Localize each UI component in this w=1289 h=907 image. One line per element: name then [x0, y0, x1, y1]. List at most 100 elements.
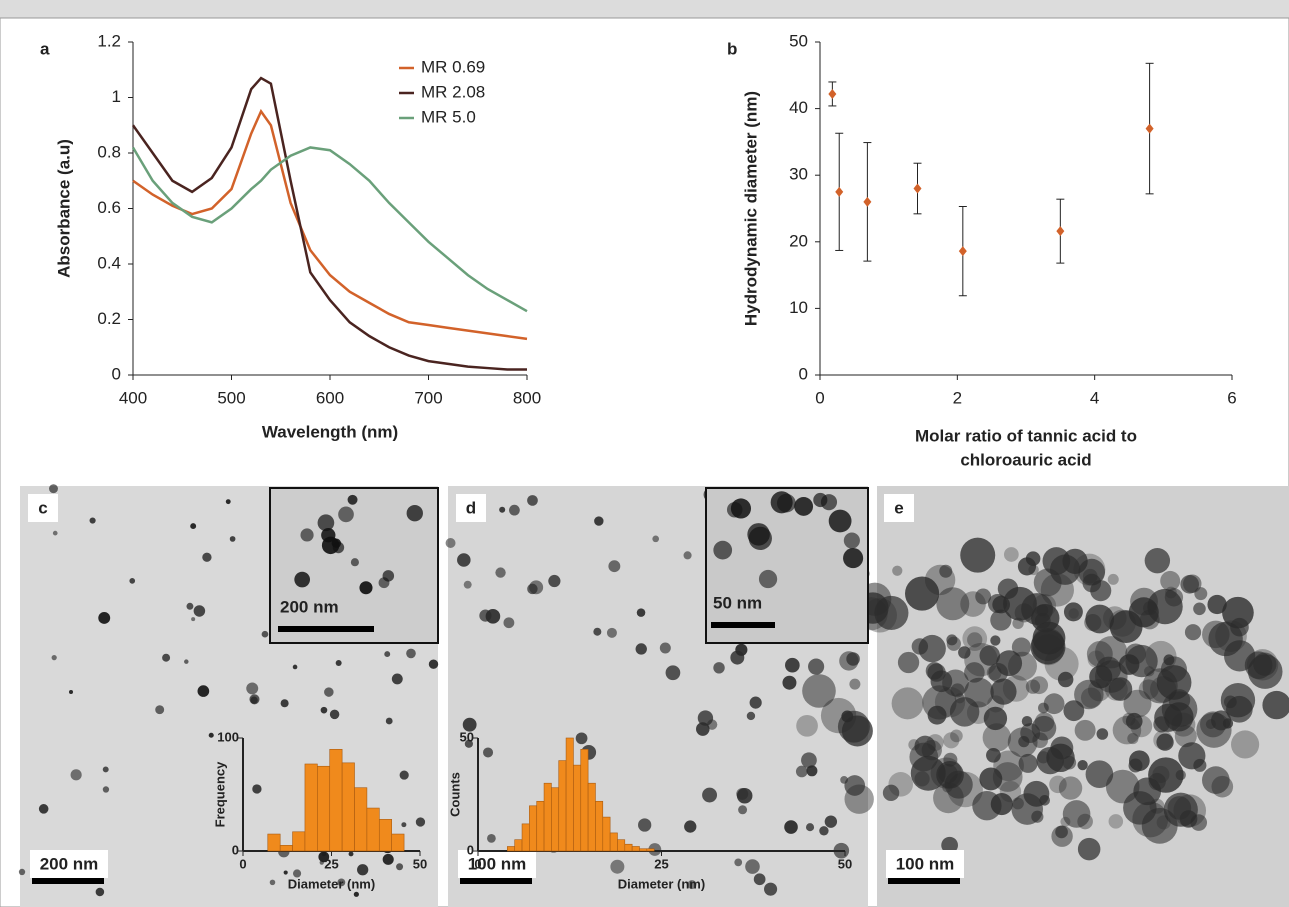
- particle: [348, 851, 354, 857]
- particle: [457, 553, 471, 567]
- bar: [292, 831, 306, 852]
- particle: [1030, 676, 1049, 695]
- particle: [843, 532, 860, 549]
- y-axis-label: Absorbance (a.u): [54, 139, 73, 278]
- bar: [366, 807, 380, 852]
- particle: [1018, 753, 1038, 773]
- y-tick-label: 20: [789, 231, 808, 250]
- particle: [1095, 636, 1128, 669]
- y-axis-label: Counts: [447, 772, 462, 817]
- scale-bar: [888, 878, 960, 884]
- particle: [1085, 604, 1115, 634]
- particle: [1032, 634, 1064, 666]
- particle: [283, 870, 288, 875]
- x-tick-label: 800: [513, 388, 541, 407]
- particle: [648, 843, 662, 856]
- particle: [904, 576, 940, 611]
- bar: [580, 748, 589, 852]
- particle: [1049, 554, 1081, 585]
- particle: [1205, 719, 1216, 730]
- particle: [162, 653, 171, 662]
- particle: [1160, 570, 1181, 591]
- particle: [38, 804, 49, 814]
- particle: [406, 505, 423, 522]
- particle: [332, 541, 345, 554]
- panel-label: c: [38, 498, 47, 517]
- particle: [967, 632, 983, 648]
- particle: [509, 504, 520, 516]
- particle: [610, 859, 625, 874]
- particle: [184, 659, 189, 664]
- particle: [324, 687, 334, 697]
- particle: [1077, 837, 1101, 861]
- particle: [988, 663, 1008, 683]
- particle: [353, 891, 359, 897]
- particle: [1089, 665, 1113, 689]
- particle: [193, 605, 206, 617]
- particle: [391, 673, 403, 685]
- legend-label: MR 5.0: [421, 107, 476, 126]
- particle: [1077, 759, 1088, 771]
- bar: [617, 839, 626, 852]
- particle: [687, 880, 697, 890]
- bar: [378, 819, 392, 852]
- point: [835, 186, 844, 197]
- particle: [464, 739, 474, 748]
- particle: [347, 494, 358, 505]
- particle: [990, 678, 1017, 705]
- bar: [551, 787, 560, 852]
- particle: [1046, 743, 1075, 773]
- x-tick-label: 6: [1227, 388, 1236, 407]
- particle: [946, 636, 961, 651]
- x-tick-label: 700: [414, 388, 442, 407]
- particle: [208, 732, 214, 738]
- particle: [924, 564, 956, 596]
- particle: [338, 506, 354, 523]
- particle: [1130, 587, 1158, 616]
- particle: [982, 723, 1012, 752]
- bar: [267, 833, 281, 852]
- bar: [639, 848, 648, 852]
- particle: [1123, 689, 1152, 718]
- particle: [487, 834, 496, 843]
- bar: [279, 845, 293, 852]
- particle: [713, 662, 725, 674]
- particle: [1244, 651, 1273, 680]
- particle: [321, 528, 336, 543]
- particle: [1180, 575, 1200, 594]
- particle: [941, 836, 958, 854]
- particle: [636, 608, 646, 617]
- y-tick-label: 1.2: [97, 31, 121, 50]
- particle: [269, 879, 276, 886]
- particle: [18, 868, 26, 876]
- scale-bar-label: 200 nm: [40, 854, 99, 873]
- particle: [246, 682, 259, 695]
- point: [828, 88, 837, 99]
- particle: [378, 577, 390, 589]
- particle: [908, 739, 920, 751]
- particle: [914, 771, 930, 787]
- particle: [1211, 775, 1234, 798]
- particle: [1074, 719, 1096, 741]
- particle: [463, 580, 472, 589]
- particle: [745, 859, 760, 874]
- particle: [990, 609, 1012, 631]
- particle: [1207, 594, 1227, 615]
- bar: [543, 782, 552, 852]
- particle: [784, 820, 798, 834]
- y-tick-label: 0.6: [97, 198, 121, 217]
- inset-scale-bar-label: 50 nm: [713, 593, 762, 612]
- particle: [990, 635, 1001, 646]
- particle: [261, 630, 269, 638]
- photos: [18, 484, 1289, 907]
- particle: [813, 492, 828, 508]
- particle: [445, 537, 456, 548]
- bar: [565, 737, 574, 852]
- particle: [382, 853, 394, 865]
- scale-bar-label: 100 nm: [896, 854, 955, 873]
- particle: [983, 706, 1008, 731]
- bar: [573, 764, 582, 852]
- particle: [1133, 777, 1162, 806]
- particle: [933, 782, 964, 814]
- scale-bar: [32, 878, 104, 884]
